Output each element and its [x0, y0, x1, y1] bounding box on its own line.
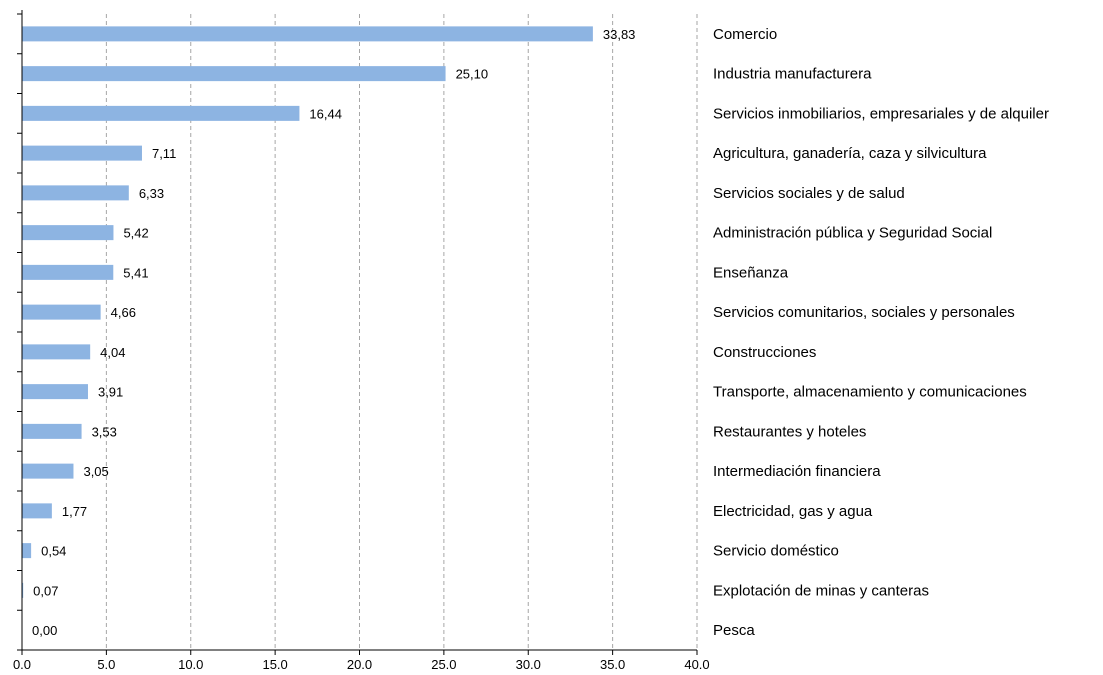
axes [17, 10, 698, 655]
category-label: Construcciones [713, 344, 816, 361]
value-label: 6,33 [139, 186, 164, 201]
value-label: 3,91 [98, 385, 123, 400]
bar [22, 463, 74, 479]
bar [22, 264, 114, 280]
value-label: 7,11 [152, 146, 176, 161]
category-label: Servicio doméstico [713, 543, 839, 560]
x-tick-label: 10.0 [178, 657, 203, 672]
category-label: Servicios sociales y de salud [713, 185, 905, 202]
x-tick-label: 15.0 [262, 657, 287, 672]
category-label: Transporte, almacenamiento y comunicacio… [713, 384, 1027, 401]
category-label: Enseñanza [713, 264, 789, 281]
value-label: 0,54 [41, 544, 66, 559]
category-label: Intermediación financiera [713, 463, 881, 480]
bar [22, 304, 101, 320]
bar [22, 423, 82, 439]
category-label: Servicios inmobiliarios, empresariales y… [713, 105, 1049, 122]
bar [22, 185, 129, 201]
bar [22, 145, 142, 161]
x-tick-label: 35.0 [600, 657, 625, 672]
category-labels: Comercio Industria manufacturera Servicios… [713, 26, 1049, 639]
value-label: 0,07 [33, 583, 58, 598]
x-tick-label: 40.0 [684, 657, 709, 672]
value-label: 33,83 [603, 27, 636, 42]
bar [22, 225, 114, 241]
value-label: 4,04 [100, 345, 125, 360]
category-label: Explotación de minas y canteras [713, 582, 929, 599]
category-label: Industria manufacturera [713, 66, 872, 83]
bar [22, 503, 52, 519]
bar [22, 384, 88, 400]
category-label: Administración pública y Seguridad Socia… [713, 225, 992, 242]
category-label: Servicios comunitarios, sociales y perso… [713, 304, 1015, 321]
value-label: 0,00 [32, 623, 57, 638]
x-tick-label: 25.0 [431, 657, 456, 672]
bar [22, 26, 593, 42]
category-label: Agricultura, ganadería, caza y silvicult… [713, 145, 987, 162]
bar [22, 582, 24, 598]
value-label: 1,77 [62, 504, 87, 519]
category-label: Electricidad, gas y agua [713, 503, 873, 520]
value-labels: 33,83 25,10 16,44 7,11 6,33 5,42 5,41 4,66 4,04 3… [32, 27, 635, 638]
bar [22, 105, 300, 121]
x-tick-labels: 0.0 5.0 10.0 15.0 20.0 25.0 30.0 35.0 40.0 [13, 657, 710, 672]
bar [22, 543, 32, 559]
value-label: 3,05 [83, 464, 108, 479]
value-label: 16,44 [309, 106, 342, 121]
value-label: 5,42 [123, 226, 148, 241]
x-tick-label: 20.0 [347, 657, 372, 672]
value-label: 25,10 [456, 67, 489, 82]
category-label: Restaurantes y hoteles [713, 423, 866, 440]
bar [22, 344, 91, 360]
x-tick-label: 30.0 [516, 657, 541, 672]
bars [22, 26, 593, 598]
value-label: 4,66 [111, 305, 136, 320]
x-tick-label: 5.0 [97, 657, 115, 672]
value-label: 5,41 [123, 265, 148, 280]
category-label: Pesca [713, 622, 755, 639]
bar [22, 66, 446, 82]
x-tick-label: 0.0 [13, 657, 31, 672]
category-label: Comercio [713, 26, 777, 43]
value-label: 3,53 [92, 424, 117, 439]
